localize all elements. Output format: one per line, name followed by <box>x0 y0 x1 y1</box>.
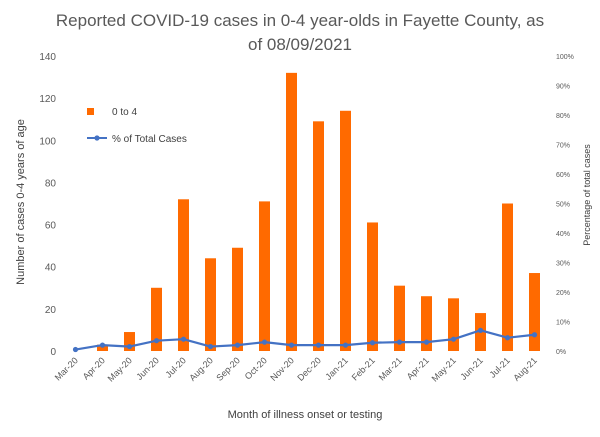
x-tick-label: Nov-20 <box>268 355 296 383</box>
bar-Apr-20 <box>97 344 108 351</box>
x-tick-label: Jun-21 <box>458 355 485 382</box>
y-tick-label: 0 <box>50 347 56 358</box>
y2-tick-label: 70% <box>556 143 570 150</box>
line-point-Mar-20 <box>72 346 79 353</box>
legend-bar-swatch <box>87 108 94 115</box>
x-tick-label: Dec-20 <box>295 355 323 383</box>
bar-Jul-20 <box>178 199 189 351</box>
line-point-Jul-21 <box>504 335 511 341</box>
y2-tick-label: 90% <box>556 84 570 91</box>
line-point-Oct-20 <box>261 339 268 345</box>
line-point-Jun-20 <box>153 338 160 344</box>
line-point-Jan-21 <box>342 342 349 348</box>
legend-bar-label: 0 to 4 <box>112 107 137 118</box>
bar-Sep-20 <box>232 247 243 351</box>
x-tick-label: Jan-21 <box>323 355 350 382</box>
y-tick-label: 80 <box>45 178 57 189</box>
line-point-Dec-20 <box>315 342 322 348</box>
y2-tick-label: 40% <box>556 231 570 238</box>
bar-Jan-21 <box>340 110 351 352</box>
line-point-Jul-20 <box>180 336 187 342</box>
x-tick-label: Jun-20 <box>134 355 161 382</box>
line-point-Nov-20 <box>288 342 295 348</box>
bar-Apr-21 <box>421 296 432 351</box>
y-tick-label: 100 <box>39 136 56 147</box>
chart-title-line-1: Reported COVID-19 cases in 0-4 year-olds… <box>56 11 544 30</box>
bar-Aug-21 <box>529 273 540 351</box>
x-tick-label: Apr-20 <box>81 355 107 381</box>
bar-Aug-20 <box>205 258 216 351</box>
x-tick-label: Mar-21 <box>377 355 404 382</box>
x-tick-label: Sep-20 <box>214 355 242 383</box>
line-point-Feb-21 <box>369 340 376 346</box>
line-point-Aug-20 <box>207 343 214 350</box>
line-point-Apr-21 <box>423 339 430 345</box>
bar-Dec-20 <box>313 121 324 351</box>
y2-tick-label: 60% <box>556 172 570 179</box>
y2-tick-label: 80% <box>556 113 570 120</box>
line-point-Sep-20 <box>234 342 241 348</box>
line-point-Jun-21 <box>477 327 484 333</box>
y2-tick-label: 10% <box>556 320 570 327</box>
y-tick-label: 60 <box>45 221 57 232</box>
line-point-May-21 <box>450 336 457 342</box>
chart-title-line-2: of 08/09/2021 <box>248 35 352 54</box>
y2-tick-label: 100% <box>556 54 574 61</box>
line-point-Mar-21 <box>396 339 403 345</box>
x-tick-label: Apr-21 <box>405 355 431 381</box>
line-series <box>72 327 538 353</box>
y2-axis-label: Percentage of total cases <box>582 144 592 246</box>
bar-series <box>97 72 540 352</box>
bar-Nov-20 <box>286 72 297 351</box>
y2-tick-label: 50% <box>556 202 570 209</box>
line-point-Apr-20 <box>99 342 106 348</box>
x-tick-label: Oct-20 <box>243 355 269 381</box>
line-point-May-20 <box>126 343 133 350</box>
x-tick-label: Mar-20 <box>53 355 80 382</box>
y2-axis-ticks: 0% 10% 20% 30% 40% 50% 60% 70% 80% 90% 100% <box>556 54 574 356</box>
x-axis-label: Month of illness onset or testing <box>228 409 383 421</box>
y2-tick-label: 20% <box>556 290 570 297</box>
x-tick-label: Aug-20 <box>187 355 215 383</box>
bar-Feb-21 <box>367 222 378 351</box>
y2-tick-label: 0% <box>556 349 566 356</box>
bar-Jul-21 <box>502 203 513 351</box>
x-tick-label: Jul-21 <box>488 355 512 379</box>
bar-May-21 <box>448 298 459 351</box>
y2-tick-label: 30% <box>556 261 570 268</box>
legend: 0 to 4 % of Total Cases <box>87 107 187 145</box>
bar-Oct-20 <box>259 201 270 351</box>
bar-May-20 <box>124 332 135 351</box>
line-percent-total <box>75 329 535 351</box>
y-tick-label: 40 <box>45 263 57 274</box>
x-tick-label: May-20 <box>106 355 134 383</box>
y-tick-label: 20 <box>45 305 57 316</box>
line-point-Aug-21 <box>531 332 538 338</box>
y-axis-label: Number of cases 0-4 years of age <box>15 119 27 285</box>
y-tick-label: 140 <box>39 52 56 63</box>
x-tick-label: May-21 <box>430 355 458 383</box>
bar-Mar-21 <box>394 285 405 351</box>
legend-line-marker <box>94 135 100 141</box>
x-tick-label: Feb-21 <box>350 355 377 382</box>
x-tick-label: Aug-21 <box>511 355 539 383</box>
y-tick-label: 120 <box>39 94 56 105</box>
x-tick-label: Jul-20 <box>164 355 188 379</box>
y-axis-ticks: 0 20 40 60 80 100 120 140 <box>39 52 56 358</box>
bar-Jun-20 <box>151 287 162 351</box>
legend-line-label: % of Total Cases <box>112 134 187 145</box>
